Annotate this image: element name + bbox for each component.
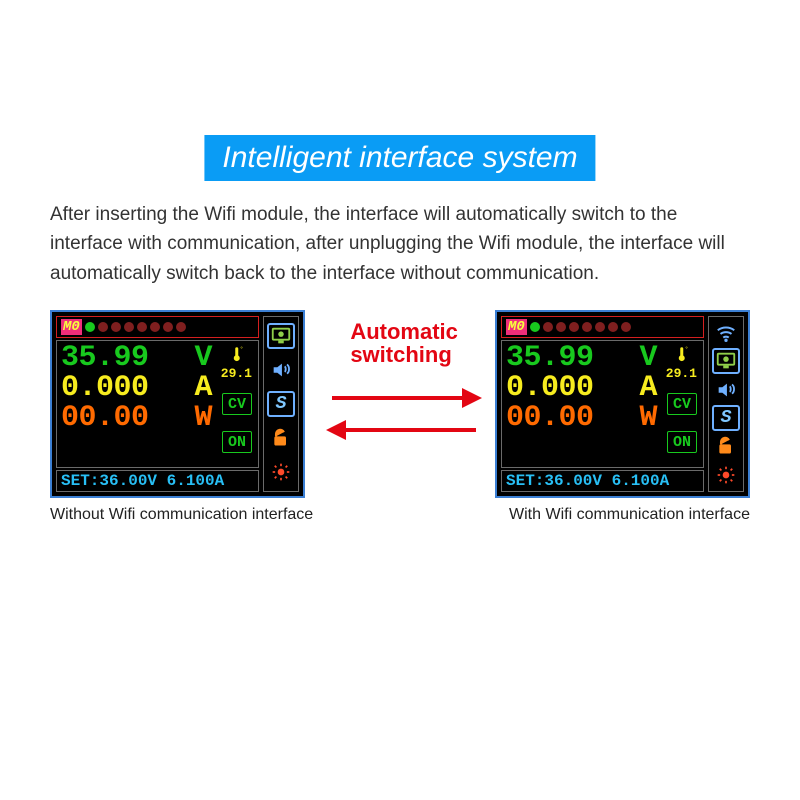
wifi-icon: [712, 320, 740, 346]
speaker-icon: [712, 377, 740, 403]
set-row: SET:36.00V 6.100A: [56, 470, 259, 492]
set-row: SET:36.00V 6.100A: [501, 470, 704, 492]
status-dot: [124, 322, 134, 332]
caption-left: Without Wifi communication interface: [50, 506, 313, 524]
status-dot: [582, 322, 592, 332]
monitor-icon: [712, 348, 740, 374]
status-dot: [176, 322, 186, 332]
s-icon: S: [712, 405, 740, 431]
lcd-right: M035.99V0.000A00.00W°29.1CVONSET:36.00V …: [495, 310, 750, 498]
svg-text:°: °: [240, 346, 244, 353]
status-dot: [163, 322, 173, 332]
temperature: °29.1: [221, 345, 252, 380]
svg-text:°: °: [685, 346, 689, 353]
panel-left: M035.99V0.000A00.00W°29.1CVONSET:36.00V …: [50, 310, 313, 524]
lcd-main: 35.99V0.000A00.00W°29.1CVON: [501, 340, 704, 468]
cv-badge: CV: [222, 393, 252, 415]
monitor-icon: [267, 323, 295, 349]
lcd-top-bar: M0: [501, 316, 704, 338]
speaker-icon: [267, 357, 295, 383]
side-icons: S: [263, 316, 299, 492]
s-icon: S: [267, 391, 295, 417]
on-badge: ON: [667, 431, 697, 453]
status-dot: [85, 322, 95, 332]
thermometer-icon: °: [672, 345, 690, 367]
panels-row: M035.99V0.000A00.00W°29.1CVONSET:36.00V …: [50, 310, 750, 524]
heading-text: Intelligent interface system: [222, 141, 577, 174]
status-dot: [556, 322, 566, 332]
brightness-icon: [712, 462, 740, 488]
thermometer-icon: °: [227, 345, 245, 367]
status-dot: [608, 322, 618, 332]
switch-label-line1: Automatic: [350, 320, 458, 343]
status-dot: [569, 322, 579, 332]
switch-label-line2: switching: [350, 343, 458, 366]
status-dot: [98, 322, 108, 332]
switch-arrows-icon: [324, 374, 484, 454]
unlock-icon: [267, 425, 295, 451]
lcd-main: 35.99V0.000A00.00W°29.1CVON: [56, 340, 259, 468]
unlock-icon: [712, 433, 740, 459]
status-dot: [543, 322, 553, 332]
lcd-left: M035.99V0.000A00.00W°29.1CVONSET:36.00V …: [50, 310, 305, 498]
status-dot: [111, 322, 121, 332]
on-badge: ON: [222, 431, 252, 453]
cv-badge: CV: [667, 393, 697, 415]
panel-right: M035.99V0.000A00.00W°29.1CVONSET:36.00V …: [495, 310, 750, 524]
side-icons: S: [708, 316, 744, 492]
brightness-icon: [267, 459, 295, 485]
mode-badge: M0: [506, 319, 527, 335]
status-dot: [530, 322, 540, 332]
lcd-top-bar: M0: [56, 316, 259, 338]
status-dot: [150, 322, 160, 332]
caption-right: With Wifi communication interface: [509, 506, 750, 524]
description: After inserting the Wifi module, the int…: [50, 200, 750, 288]
status-dot: [621, 322, 631, 332]
status-dot: [595, 322, 605, 332]
temperature: °29.1: [666, 345, 697, 380]
heading: Intelligent interface system: [204, 135, 595, 181]
status-dot: [137, 322, 147, 332]
switch-label: Automatic switching: [350, 320, 458, 366]
mode-badge: M0: [61, 319, 82, 335]
center-column: Automatic switching: [319, 310, 489, 454]
